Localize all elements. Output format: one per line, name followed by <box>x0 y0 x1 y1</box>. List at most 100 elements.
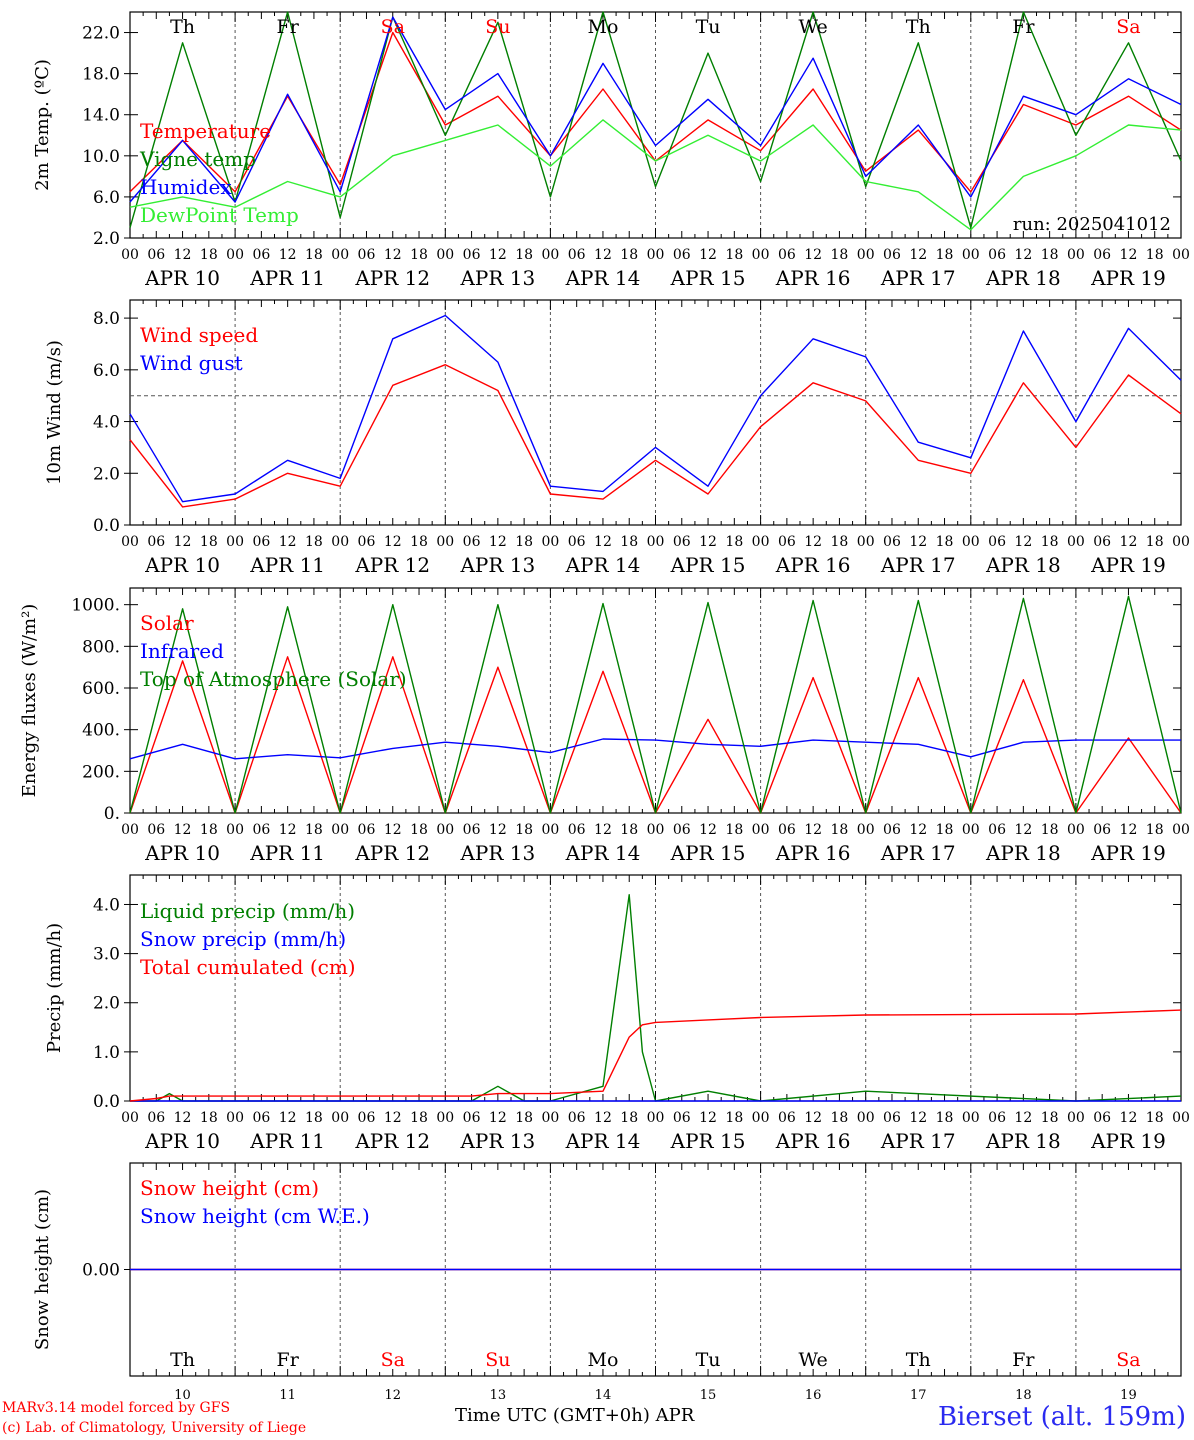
legend-entry: Infrared <box>140 639 224 663</box>
hour-tick-label: 00 <box>647 247 665 263</box>
hour-tick-label: 00 <box>752 1110 770 1126</box>
hour-tick-label: 12 <box>1120 534 1138 550</box>
hour-tick-label: 00 <box>331 822 349 838</box>
legend-entry: Snow height (cm) <box>140 1176 319 1200</box>
y-tick-label: 0.00 <box>82 1261 120 1281</box>
legend-entry: DewPoint Temp <box>140 203 299 227</box>
hour-tick-label: 18 <box>936 534 954 550</box>
hour-tick-label: 06 <box>1093 1110 1111 1126</box>
hour-tick-label: 06 <box>988 534 1006 550</box>
hour-tick-label: 12 <box>174 247 192 263</box>
hour-tick-label: 06 <box>883 534 901 550</box>
hour-tick-label: 12 <box>699 822 717 838</box>
hour-tick-label: 00 <box>121 822 139 838</box>
date-label: APR 11 <box>249 1129 325 1153</box>
y-tick-label: 0.0 <box>93 516 120 536</box>
hour-tick-label: 06 <box>673 247 691 263</box>
hour-tick-label: 18 <box>305 534 323 550</box>
hour-tick-label: 18 <box>936 822 954 838</box>
hour-tick-label: 00 <box>1067 247 1085 263</box>
weekday-label: Mo <box>587 16 618 38</box>
date-label: APR 10 <box>144 553 220 577</box>
date-label: APR 14 <box>565 841 641 865</box>
hour-tick-label: 06 <box>883 822 901 838</box>
hour-tick-label: 18 <box>200 1110 218 1126</box>
weekday-label: Fr <box>277 16 300 38</box>
hour-tick-label: 06 <box>147 534 165 550</box>
hour-tick-label: 06 <box>252 247 270 263</box>
date-label: APR 11 <box>249 841 325 865</box>
hour-tick-label: 18 <box>1146 822 1164 838</box>
hour-tick-label: 00 <box>962 1110 980 1126</box>
y-tick-label: 3.0 <box>93 945 120 965</box>
hour-tick-label: 12 <box>1014 247 1032 263</box>
hour-tick-label: 06 <box>673 1110 691 1126</box>
hour-tick-label: 18 <box>410 1110 428 1126</box>
weekday-label: Fr <box>1012 1349 1035 1371</box>
date-label: APR 19 <box>1090 1129 1166 1153</box>
hour-tick-label: 06 <box>147 247 165 263</box>
weekday-label: Fr <box>1012 16 1035 38</box>
date-label: APR 14 <box>565 553 641 577</box>
hour-tick-label: 12 <box>174 822 192 838</box>
series-line-top-of-atmosphere-solar- <box>129 595 1182 814</box>
date-label: APR 18 <box>985 553 1061 577</box>
hour-tick-label: 12 <box>804 822 822 838</box>
hour-tick-label: 12 <box>699 1110 717 1126</box>
hour-tick-label: 12 <box>1014 534 1032 550</box>
hour-tick-label: 00 <box>1172 1110 1190 1126</box>
date-label: APR 15 <box>670 553 746 577</box>
hour-tick-label: 00 <box>121 534 139 550</box>
date-label: APR 13 <box>459 841 535 865</box>
hour-tick-label: 06 <box>778 247 796 263</box>
hour-tick-label: 06 <box>1093 247 1111 263</box>
hour-tick-label: 12 <box>1014 822 1032 838</box>
station-label: Bierset (alt. 159m) <box>937 1402 1186 1432</box>
hour-tick-label: 06 <box>358 247 376 263</box>
weekday-label: Su <box>485 1349 510 1371</box>
chart-panel-5 <box>124 1162 1182 1377</box>
legend-entry: Total cumulated (cm) <box>140 955 356 979</box>
series-line-wind-speed <box>129 364 1182 508</box>
series-line-infrared <box>129 738 1181 760</box>
hour-tick-label: 06 <box>463 1110 481 1126</box>
hour-tick-label: 18 <box>200 534 218 550</box>
hour-tick-label: 00 <box>962 822 980 838</box>
day-number-label: 14 <box>595 1388 612 1403</box>
legend-entry: Snow precip (mm/h) <box>140 927 346 951</box>
hour-tick-label: 00 <box>331 247 349 263</box>
weekday-label: We <box>799 1349 828 1371</box>
date-label: APR 11 <box>249 266 325 290</box>
hour-tick-label: 18 <box>831 1110 849 1126</box>
legend-entry: Liquid precip (mm/h) <box>140 899 355 923</box>
date-label: APR 13 <box>459 553 535 577</box>
date-label: APR 15 <box>670 266 746 290</box>
y-tick-label: 800. <box>82 637 120 657</box>
date-label: APR 12 <box>354 266 430 290</box>
hour-tick-label: 06 <box>147 822 165 838</box>
date-label: APR 17 <box>880 1129 956 1153</box>
weekday-label: Th <box>906 16 931 38</box>
hour-tick-label: 12 <box>384 247 402 263</box>
y-tick-label: 6.0 <box>93 361 120 381</box>
hour-tick-label: 18 <box>410 247 428 263</box>
hour-tick-label: 18 <box>410 822 428 838</box>
weekday-label: Th <box>906 1349 931 1371</box>
y-axis-title: 2m Temp. (ºC) <box>32 59 53 191</box>
hour-tick-label: 00 <box>436 534 454 550</box>
hour-tick-label: 06 <box>568 822 586 838</box>
hour-tick-label: 18 <box>725 534 743 550</box>
date-label: APR 19 <box>1090 841 1166 865</box>
hour-tick-label: 18 <box>1146 1110 1164 1126</box>
hour-tick-label: 06 <box>883 1110 901 1126</box>
weekday-label: Su <box>485 16 510 38</box>
date-label: APR 18 <box>985 841 1061 865</box>
hour-tick-label: 06 <box>358 822 376 838</box>
hour-tick-label: 00 <box>1067 822 1085 838</box>
hour-tick-label: 18 <box>831 247 849 263</box>
date-label: APR 16 <box>775 266 851 290</box>
hour-tick-label: 00 <box>1172 822 1190 838</box>
hour-tick-label: 12 <box>699 534 717 550</box>
hour-tick-label: 00 <box>962 247 980 263</box>
